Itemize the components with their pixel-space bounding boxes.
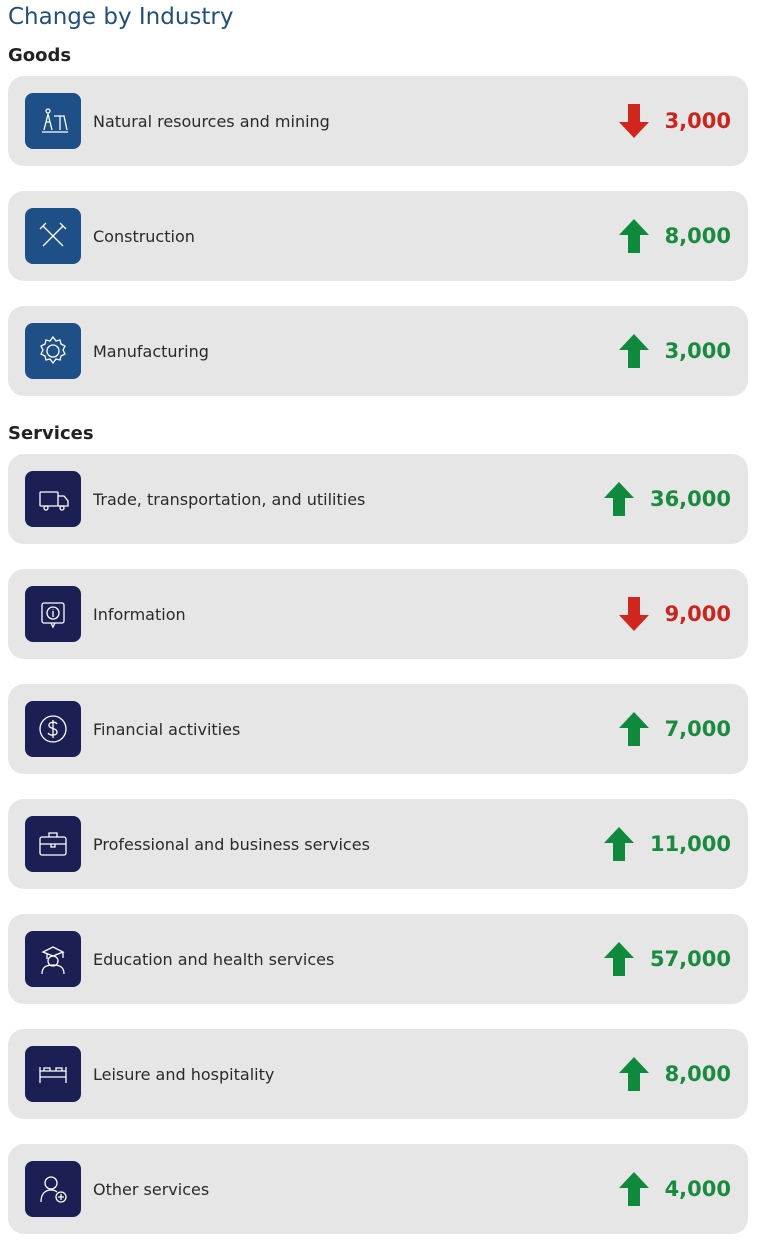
arrow-shape [618,1057,649,1091]
arrow-shape [618,597,649,631]
trend-arrow [618,712,649,746]
industry-card: Information 9,000 [8,569,748,659]
industry-card: Professional and business services 11,000 [8,799,748,889]
change-value: 3,000 [664,339,731,363]
icon-graphic [39,491,69,511]
section-heading: Services [8,423,94,444]
industry-icon [25,1046,81,1102]
trend-arrow [603,827,634,861]
industry-card: Construction 8,000 [8,191,748,281]
icon-graphic [42,108,68,133]
icon-graphic [41,602,65,629]
trend-arrow [603,482,634,516]
trend-arrow [603,942,634,976]
page-title: Change by Industry [8,4,234,30]
change-value: 57,000 [649,947,731,971]
industry-icon [25,93,81,149]
icon-graphic [39,715,67,743]
industry-icon [25,471,81,527]
icon-graphic [39,832,67,856]
industry-icon [25,323,81,379]
arrow-shape [618,712,649,746]
industry-card: Manufacturing 3,000 [8,306,748,396]
industry-card: Other services 4,000 [8,1144,748,1234]
industry-label: Manufacturing [93,341,209,361]
industry-card: Trade, transportation, and utilities 36,0… [8,454,748,544]
industry-card: Leisure and hospitality 8,000 [8,1029,748,1119]
icon-graphic [41,946,65,975]
arrow-shape [618,1172,649,1206]
industry-card: Natural resources and mining 3,000 [8,76,748,166]
change-value: 8,000 [664,224,731,248]
trend-arrow [618,104,649,138]
change-value: 11,000 [649,832,731,856]
arrow-shape [603,942,634,976]
section: Goods Natural resources and mining 3,000 Co… [0,43,760,396]
trend-arrow [618,1057,649,1091]
sections: Goods Natural resources and mining 3,000 Co… [0,43,760,1234]
industry-label: Education and health services [93,949,335,969]
change-value: 3,000 [664,109,731,133]
trend-arrow [618,597,649,631]
change-value: 9,000 [664,602,731,626]
section-heading: Goods [8,45,72,66]
arrow-shape [618,219,649,253]
icon-graphic [39,1067,67,1083]
change-value: 7,000 [664,717,731,741]
arrow-shape [603,482,634,516]
industry-icon [25,208,81,264]
industry-label: Trade, transportation, and utilities [93,489,366,509]
arrow-shape [618,334,649,368]
trend-arrow [618,334,649,368]
industry-card: Financial activities 7,000 [8,684,748,774]
industry-label: Construction [93,226,195,246]
icon-graphic [40,335,66,365]
industry-label: Natural resources and mining [93,111,330,131]
industry-icon [25,586,81,642]
industry-card: Education and health services 57,000 [8,914,748,1004]
section: Services Trade, transportation, and utili… [0,421,760,1234]
industry-label: Other services [93,1179,210,1199]
icon-graphic [40,1176,67,1203]
change-value: 36,000 [649,487,731,511]
industry-label: Leisure and hospitality [93,1064,275,1084]
icon-graphic [39,222,67,247]
industry-label: Professional and business services [93,834,370,854]
change-value: 4,000 [664,1177,731,1201]
industry-label: Financial activities [93,719,241,739]
industry-icon [25,1161,81,1217]
industry-icon [25,816,81,872]
industry-label: Information [93,604,186,624]
industry-icon [25,701,81,757]
trend-arrow [618,219,649,253]
industry-icon [25,931,81,987]
trend-arrow [618,1172,649,1206]
arrow-shape [618,104,649,138]
arrow-shape [603,827,634,861]
change-value: 8,000 [664,1062,731,1086]
